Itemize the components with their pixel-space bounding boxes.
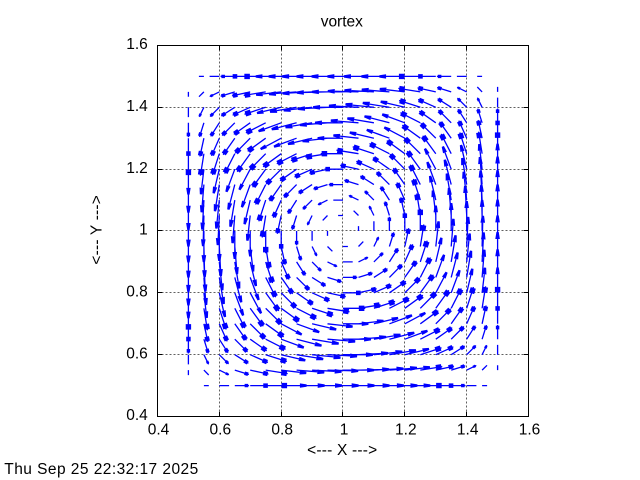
svg-text:0.8: 0.8 <box>271 421 293 438</box>
svg-text:1: 1 <box>139 222 148 239</box>
svg-text:0.6: 0.6 <box>210 421 232 438</box>
svg-text:<--- Y --->: <--- Y ---> <box>88 195 105 265</box>
svg-text:1: 1 <box>340 421 349 438</box>
svg-text:1.4: 1.4 <box>457 421 479 438</box>
svg-text:0.6: 0.6 <box>126 345 148 362</box>
svg-text:Thu Sep 25 22:32:17 2025: Thu Sep 25 22:32:17 2025 <box>4 461 198 478</box>
svg-text:1.6: 1.6 <box>519 421 541 438</box>
svg-text:0.4: 0.4 <box>126 407 148 424</box>
svg-text:<--- X --->: <--- X ---> <box>307 442 377 459</box>
svg-text:1.6: 1.6 <box>126 36 148 53</box>
svg-text:1.4: 1.4 <box>126 98 148 115</box>
svg-text:vortex: vortex <box>321 14 363 31</box>
svg-text:0.8: 0.8 <box>126 284 148 301</box>
svg-text:1.2: 1.2 <box>126 160 148 177</box>
svg-text:1.2: 1.2 <box>395 421 417 438</box>
svg-text:0.4: 0.4 <box>148 421 170 438</box>
